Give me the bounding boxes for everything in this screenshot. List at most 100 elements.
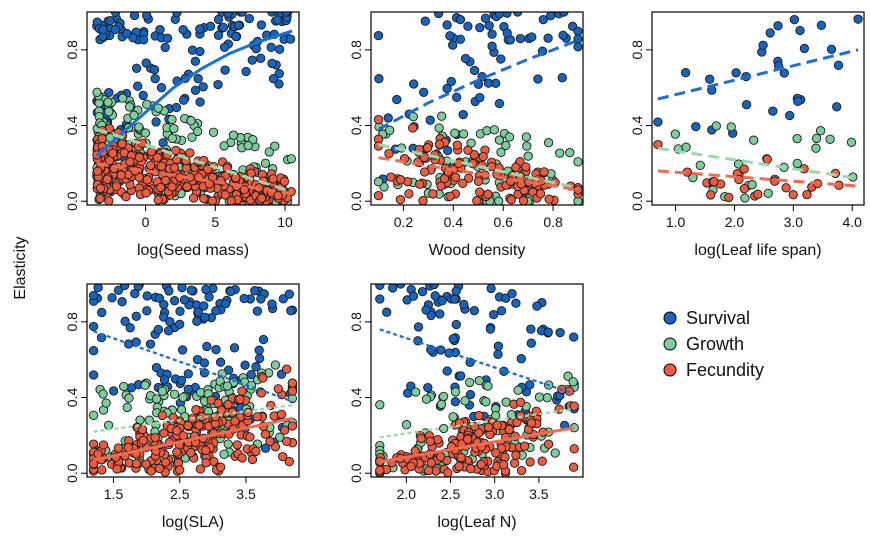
point-growth	[124, 393, 134, 403]
point-survival	[142, 291, 152, 301]
point-fecundity	[113, 443, 124, 453]
point-survival	[130, 288, 140, 299]
point-fecundity	[172, 447, 182, 457]
point-fecundity	[235, 394, 245, 405]
panel-4: 1.5 2.5 3.5 0.0 0.4 0.8 log(SLA)	[64, 283, 300, 531]
points-layer	[92, 12, 296, 205]
point-survival	[430, 291, 440, 301]
x-tick-label: 2.5	[441, 486, 461, 502]
series-fecundity	[88, 364, 298, 477]
point-survival	[247, 55, 257, 65]
point-fecundity	[476, 459, 486, 470]
point-fecundity	[247, 454, 258, 465]
point-fecundity	[463, 434, 473, 444]
point-fecundity	[781, 183, 791, 193]
point-survival	[392, 94, 402, 105]
point-survival	[527, 32, 537, 42]
point-survival	[816, 20, 827, 30]
y-tick-label: 0.0	[64, 463, 80, 483]
point-fecundity	[724, 192, 734, 203]
point-survival	[705, 74, 715, 84]
point-growth	[104, 107, 114, 117]
point-fecundity	[456, 452, 466, 463]
point-survival	[286, 306, 296, 316]
point-growth	[811, 143, 821, 153]
point-survival	[417, 286, 428, 297]
point-survival	[201, 284, 211, 295]
point-survival	[486, 284, 496, 294]
point-survival	[423, 382, 433, 393]
point-survival	[117, 297, 127, 307]
point-fecundity	[510, 458, 520, 468]
point-growth	[264, 147, 274, 157]
point-survival	[437, 296, 447, 306]
point-fecundity	[463, 145, 473, 155]
trend-layer	[657, 48, 859, 188]
point-survival	[153, 324, 164, 335]
point-fecundity	[504, 424, 514, 435]
point-survival	[484, 20, 494, 31]
panel-1: 0 5 10 0.0 0.4 0.8 log(Seed mass)	[64, 11, 300, 259]
point-survival	[515, 33, 526, 44]
point-growth	[270, 360, 281, 370]
point-survival	[190, 85, 201, 95]
point-growth	[286, 154, 296, 164]
point-survival	[193, 74, 203, 84]
point-fecundity	[492, 420, 502, 430]
point-survival	[164, 286, 174, 296]
point-survival	[251, 362, 261, 372]
point-fecundity	[281, 436, 292, 446]
point-survival	[443, 145, 453, 156]
point-survival	[373, 30, 384, 41]
point-fecundity	[95, 193, 105, 204]
point-growth	[496, 147, 506, 157]
point-survival	[458, 109, 468, 120]
point-survival	[450, 397, 461, 407]
series-survival	[375, 284, 579, 431]
point-growth	[88, 410, 99, 420]
point-survival	[131, 63, 142, 73]
point-fecundity	[185, 148, 195, 158]
x-tick-label: 2.0	[725, 214, 745, 230]
point-survival	[799, 43, 810, 54]
point-survival	[178, 25, 188, 35]
point-growth	[458, 129, 469, 139]
point-growth	[523, 151, 533, 161]
point-growth	[474, 375, 484, 386]
point-fecundity	[226, 196, 236, 205]
point-fecundity	[373, 190, 384, 201]
x-axis-title: log(SLA)	[162, 514, 224, 531]
point-survival	[741, 100, 752, 110]
point-survival	[254, 345, 264, 355]
point-fecundity	[268, 174, 278, 184]
point-survival	[557, 73, 567, 83]
point-fecundity	[169, 163, 180, 173]
point-growth	[543, 138, 554, 148]
point-fecundity	[434, 139, 445, 149]
y-tick-label: 0.0	[348, 191, 364, 211]
point-survival	[171, 102, 182, 113]
point-growth	[670, 129, 680, 139]
point-survival	[268, 74, 279, 84]
plot-frame	[651, 11, 865, 206]
point-survival	[205, 21, 216, 31]
point-growth	[483, 381, 493, 391]
point-fecundity	[734, 174, 744, 185]
legend-item-growth: Growth	[663, 334, 744, 354]
point-survival	[463, 21, 473, 31]
point-growth	[375, 400, 385, 410]
point-survival	[409, 79, 419, 89]
point-growth	[792, 133, 802, 144]
point-fecundity	[216, 462, 226, 472]
point-fecundity	[373, 114, 384, 125]
point-survival	[485, 324, 496, 334]
legend-label-growth: Growth	[686, 334, 744, 354]
point-survival	[446, 76, 456, 87]
point-fecundity	[131, 458, 142, 469]
y-tick-label: 0.0	[348, 463, 364, 483]
point-fecundity	[386, 172, 396, 182]
point-survival	[569, 332, 579, 342]
legend: Survival Growth Fecundity	[663, 308, 764, 380]
x-tick-label: 3.5	[236, 486, 256, 502]
point-fecundity	[142, 175, 152, 185]
